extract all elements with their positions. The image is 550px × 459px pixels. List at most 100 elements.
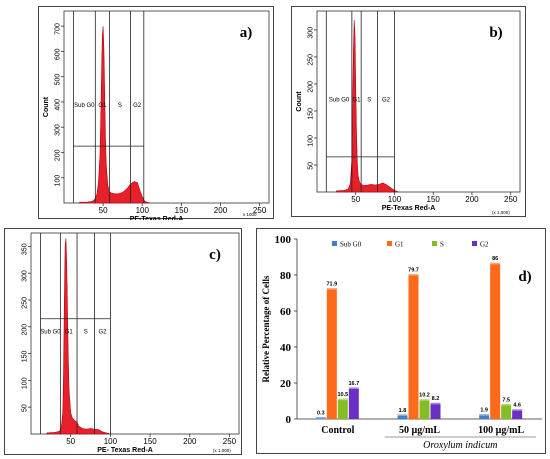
bar-top bbox=[408, 274, 419, 276]
x-tick-label: 200 bbox=[465, 195, 479, 204]
bar bbox=[408, 275, 419, 419]
x-tick-label: 200 bbox=[214, 206, 228, 215]
group-label: Oroxylum indicum bbox=[423, 440, 497, 451]
bar bbox=[501, 405, 512, 419]
gate-label: S bbox=[84, 330, 88, 336]
data-label: 16.7 bbox=[348, 381, 359, 387]
gate-label: G1 bbox=[65, 330, 74, 336]
bar bbox=[479, 415, 490, 419]
y-tick-label: 500 bbox=[55, 74, 62, 86]
x-axis-label: PE-Texas Red-A bbox=[130, 216, 184, 220]
y-tick-label: 20 bbox=[280, 378, 292, 390]
plot-frame bbox=[316, 10, 521, 193]
legend-label: S bbox=[440, 241, 444, 249]
y-tick-label: 200 bbox=[308, 81, 315, 93]
y-tick-label: 250 bbox=[308, 54, 315, 66]
bar-chart-d: 0 20 40 60 80 100 Relative Percentage of Cells… bbox=[261, 234, 542, 451]
y-tick-label: 50 bbox=[22, 404, 29, 412]
bar bbox=[419, 400, 430, 419]
x-axis-label: PE- Texas Red-A bbox=[97, 447, 153, 454]
bar-top bbox=[315, 416, 326, 419]
data-label: 8.2 bbox=[432, 396, 440, 402]
bar bbox=[430, 404, 441, 419]
x-tick-label: 100 bbox=[388, 195, 402, 204]
bar bbox=[348, 388, 359, 419]
x-tick-label: 250 bbox=[253, 206, 267, 215]
data-label: 79.7 bbox=[408, 268, 419, 274]
gate-label: G2 bbox=[133, 103, 142, 109]
histogram-b-chart: Sub G0 G1 S G2 50 100 150 200 250 50 100 150 200 250 3… bbox=[296, 10, 521, 215]
histogram-area bbox=[336, 20, 399, 193]
data-label: 71.9 bbox=[326, 282, 337, 288]
gate-label: G1 bbox=[353, 98, 362, 104]
bar-top bbox=[348, 387, 359, 389]
gate-label: G2 bbox=[98, 330, 107, 336]
y-tick-label: 150 bbox=[22, 351, 29, 363]
data-label: 10.5 bbox=[337, 392, 348, 398]
gate-label: G2 bbox=[382, 98, 391, 104]
histogram-panel-b: Sub G0 G1 S G2 50 100 150 200 250 50 100 150 200 250 3… bbox=[291, 6, 526, 217]
y-tick-label: 300 bbox=[22, 270, 29, 282]
x-tick-label: Control bbox=[321, 425, 354, 436]
data-label: 7.5 bbox=[502, 398, 510, 404]
y-tick-label: 60 bbox=[280, 306, 292, 318]
y-tick-label: 100 bbox=[55, 175, 62, 187]
bar-top bbox=[337, 398, 348, 401]
histogram-panel-a: Sub G0 G1 S G2 50 100 150 200 250 100 200 300 400 500… bbox=[38, 6, 274, 220]
y-tick-label: 350 bbox=[22, 243, 29, 255]
x-axis-label: PE-Texas Red-A bbox=[382, 205, 436, 212]
legend-swatch bbox=[432, 241, 437, 246]
gate-label: G1 bbox=[98, 103, 107, 109]
bar-top bbox=[430, 402, 441, 405]
bar-top bbox=[419, 399, 430, 401]
y-tick-label: 200 bbox=[55, 149, 62, 161]
x-tick-label: 50 bbox=[99, 206, 108, 215]
gate-label: Sub G0 bbox=[40, 330, 61, 336]
bar bbox=[490, 264, 501, 419]
y-tick-label: 300 bbox=[55, 124, 62, 136]
x-tick-label: 100 bbox=[136, 206, 150, 215]
panel-label: b) bbox=[489, 25, 502, 41]
plot-frame bbox=[63, 10, 270, 204]
y-axis-label: Relative Percentage of Cells bbox=[261, 275, 271, 383]
y-tick-label: 150 bbox=[308, 108, 315, 120]
y-tick-label: 700 bbox=[55, 23, 62, 35]
x-tick-label: 50 µg/mL bbox=[399, 425, 440, 436]
panel-label: c) bbox=[209, 247, 221, 263]
y-axis-label: Count bbox=[43, 96, 50, 117]
bar-top bbox=[326, 288, 337, 290]
gate-label: Sub G0 bbox=[74, 103, 95, 109]
bar-top bbox=[512, 409, 523, 411]
y-tick-label: 400 bbox=[55, 99, 62, 111]
data-label: 10.2 bbox=[419, 393, 430, 399]
histogram-a-chart: Sub G0 G1 S G2 50 100 150 200 250 100 200 300 400 500… bbox=[43, 10, 270, 220]
legend-swatch bbox=[387, 241, 392, 246]
y-tick-label: 100 bbox=[275, 234, 292, 246]
gate-label: S bbox=[367, 98, 371, 104]
x-tick-label: 250 bbox=[223, 437, 237, 446]
legend-label: Sub G0 bbox=[340, 241, 362, 249]
histogram-area bbox=[79, 26, 151, 204]
bar-top bbox=[479, 414, 490, 416]
bar-top bbox=[501, 404, 512, 406]
bar-chart-panel-d: 0 20 40 60 80 100 Relative Percentage of Cells… bbox=[256, 228, 546, 454]
legend-swatch bbox=[332, 241, 337, 246]
y-tick-label: 80 bbox=[280, 270, 292, 282]
x-tick-label: 100 bbox=[104, 437, 118, 446]
bar bbox=[397, 415, 408, 419]
legend-swatch bbox=[472, 241, 477, 246]
bar-top bbox=[397, 414, 408, 416]
histogram-area bbox=[46, 238, 111, 435]
gate-label: Sub G0 bbox=[329, 98, 350, 104]
y-tick-label: 300 bbox=[308, 27, 315, 39]
y-tick-label: 250 bbox=[22, 297, 29, 309]
x-tick-label: 150 bbox=[143, 437, 157, 446]
x-axis-multiplier: x 1000 bbox=[243, 212, 257, 217]
bar bbox=[326, 289, 337, 419]
x-tick-label: 150 bbox=[427, 195, 441, 204]
bar bbox=[337, 400, 348, 419]
x-tick-label: 100 µg/mL bbox=[478, 425, 524, 436]
plot-frame bbox=[30, 232, 240, 435]
y-tick-label: 0 bbox=[286, 414, 292, 426]
histogram-c-chart: Sub G0 G1 S G2 50 100 150 200 250 50 100 150 200 250 3… bbox=[22, 232, 240, 454]
